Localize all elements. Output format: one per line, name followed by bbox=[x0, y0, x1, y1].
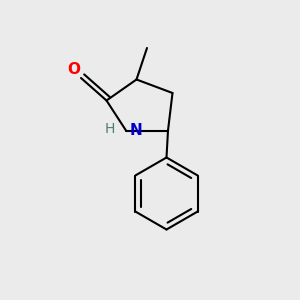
Text: H: H bbox=[104, 122, 115, 136]
Text: O: O bbox=[67, 62, 80, 77]
Text: N: N bbox=[130, 123, 142, 138]
